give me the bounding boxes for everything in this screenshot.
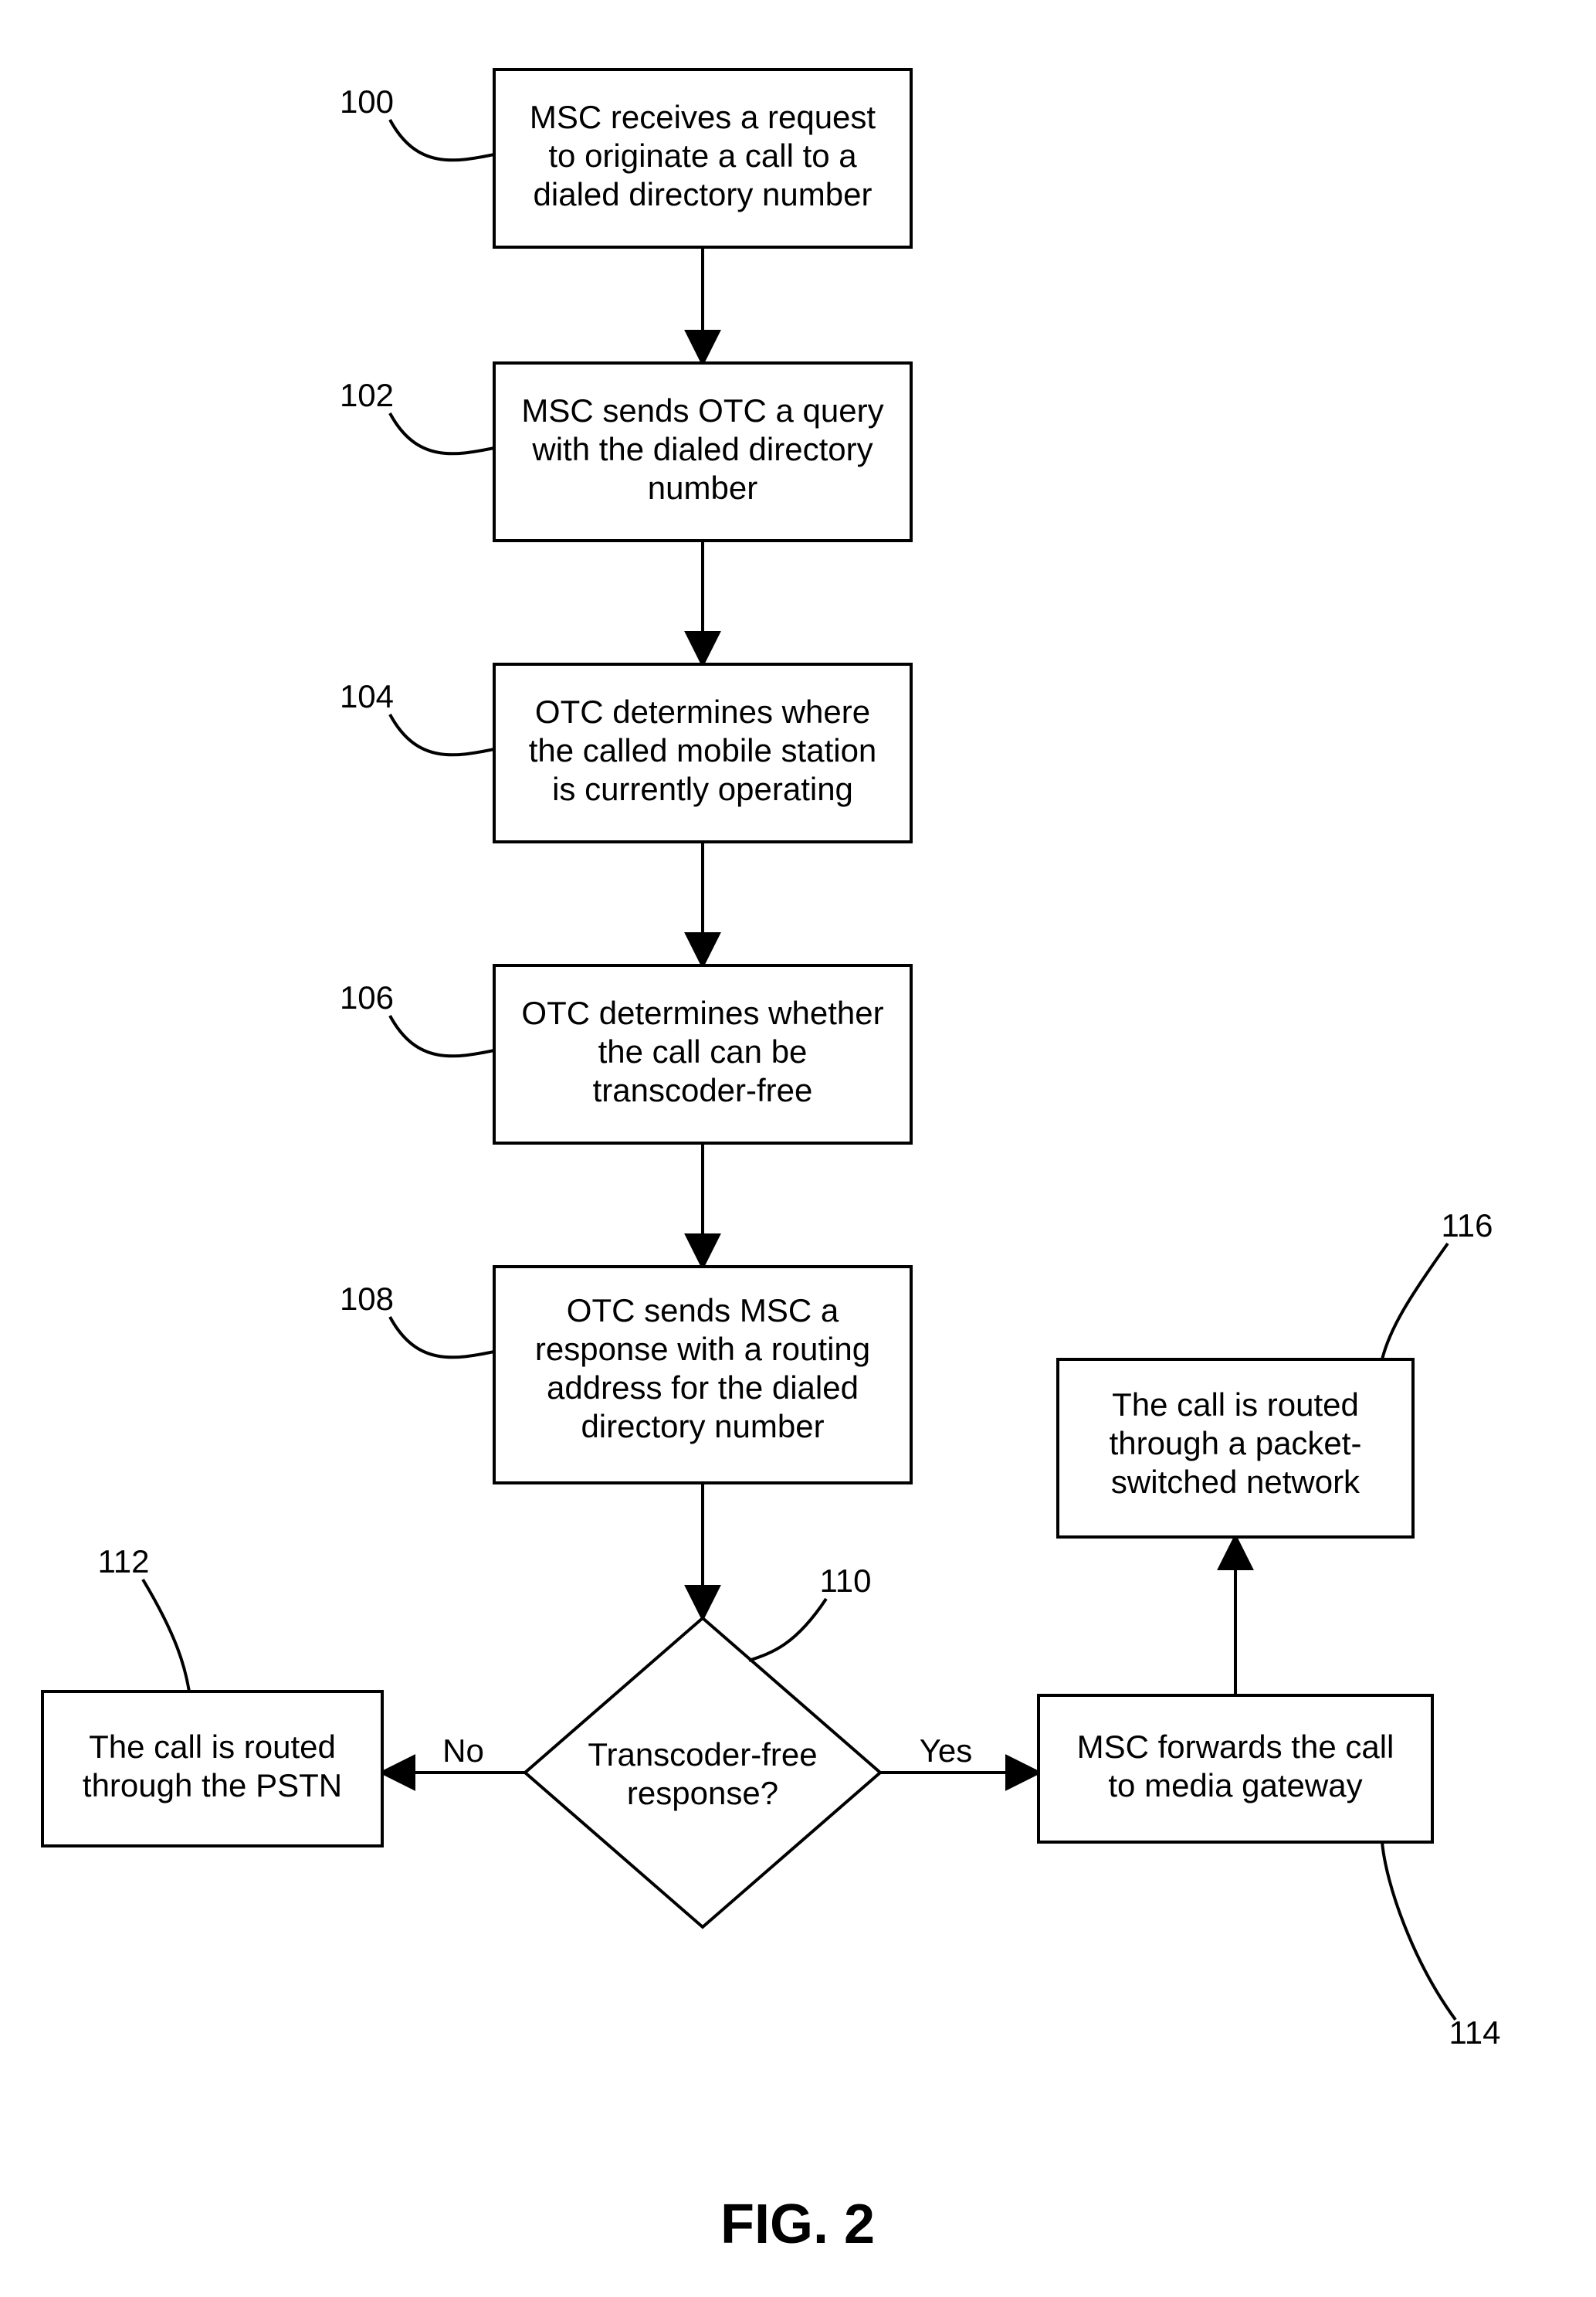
step-102-line1: MSC sends OTC a query (521, 392, 883, 429)
leader-102 (390, 413, 494, 453)
step-100-line1: MSC receives a request (530, 99, 876, 135)
label-yes: Yes (920, 1732, 973, 1769)
step-112-line1: The call is routed (89, 1729, 336, 1765)
decision-110-line1: Transcoder-free (588, 1736, 817, 1773)
step-108-line2: response with a routing (535, 1331, 870, 1367)
step-104-line3: is currently operating (552, 771, 853, 807)
step-106-line3: transcoder-free (593, 1072, 813, 1108)
step-102-line3: number (648, 470, 757, 506)
label-no: No (442, 1732, 484, 1769)
decision-110-line2: response? (627, 1775, 778, 1811)
step-112-line2: through the PSTN (83, 1767, 342, 1803)
leader-112 (143, 1579, 189, 1691)
step-114-line1: MSC forwards the call (1077, 1729, 1394, 1765)
step-108-line4: directory number (581, 1408, 824, 1444)
step-116-line2: through a packet- (1110, 1425, 1362, 1461)
step-100-line2: to originate a call to a (548, 137, 857, 174)
step-108-line3: address for the dialed (547, 1369, 859, 1406)
ref-102: 102 (340, 377, 394, 413)
ref-100: 100 (340, 83, 394, 120)
leader-114 (1382, 1842, 1455, 2020)
ref-116: 116 (1442, 1207, 1493, 1244)
ref-112: 112 (98, 1543, 150, 1579)
ref-106: 106 (340, 979, 394, 1016)
step-116-line3: switched network (1111, 1464, 1360, 1500)
figure-label: FIG. 2 (720, 2194, 875, 2255)
step-106-line2: the call can be (598, 1033, 808, 1070)
step-102-line2: with the dialed directory (531, 431, 873, 467)
leader-100 (390, 120, 494, 160)
leader-108 (390, 1317, 494, 1357)
step-114-line2: to media gateway (1108, 1767, 1362, 1803)
step-106-line1: OTC determines whether (521, 995, 883, 1031)
ref-110: 110 (820, 1562, 872, 1599)
step-104-line2: the called mobile station (529, 732, 877, 768)
step-116-line1: The call is routed (1112, 1386, 1359, 1423)
step-104-line1: OTC determines where (535, 694, 870, 730)
leader-116 (1382, 1244, 1448, 1359)
leader-110 (749, 1599, 826, 1661)
step-100-line3: dialed directory number (534, 176, 873, 212)
ref-108: 108 (340, 1281, 394, 1317)
step-108-line1: OTC sends MSC a (567, 1292, 839, 1328)
leader-106 (390, 1016, 494, 1056)
leader-104 (390, 714, 494, 755)
ref-114: 114 (1449, 2014, 1501, 2051)
flowchart: MSC receives a request to originate a ca… (0, 0, 1596, 2297)
ref-104: 104 (340, 678, 394, 714)
